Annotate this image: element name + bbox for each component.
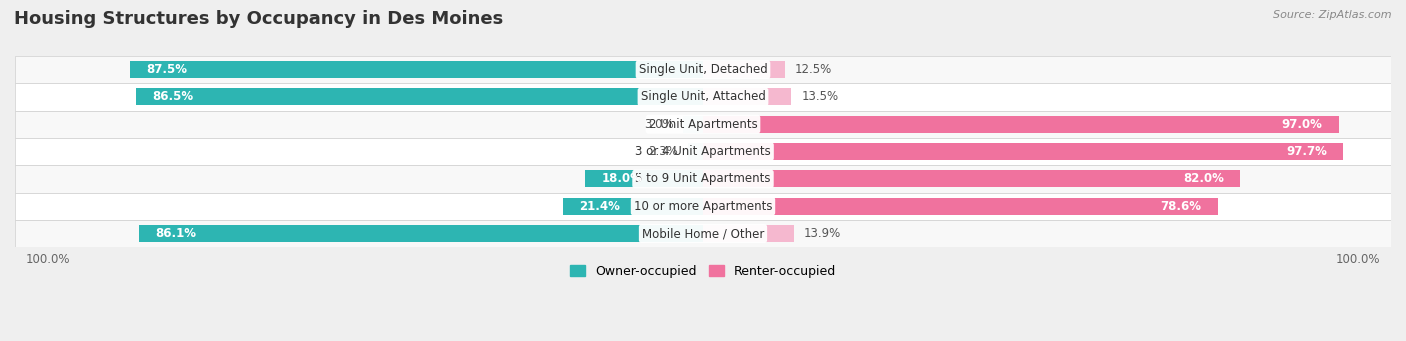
Bar [688,143,703,160]
Bar [15,138,1391,165]
Bar [139,225,703,242]
Bar [129,61,703,78]
Text: 18.0%: 18.0% [602,173,643,186]
Text: Source: ZipAtlas.com: Source: ZipAtlas.com [1274,10,1392,20]
Text: 78.6%: 78.6% [1160,200,1202,213]
Legend: Owner-occupied, Renter-occupied: Owner-occupied, Renter-occupied [565,260,841,283]
Bar [703,61,785,78]
Text: 97.0%: 97.0% [1281,118,1322,131]
Text: 12.5%: 12.5% [794,63,832,76]
Bar [15,193,1391,220]
Bar [703,143,1343,160]
Text: Mobile Home / Other: Mobile Home / Other [641,227,765,240]
Text: 10 or more Apartments: 10 or more Apartments [634,200,772,213]
Text: 87.5%: 87.5% [146,63,187,76]
Bar [15,56,1391,83]
Bar [703,116,1339,133]
Text: 86.5%: 86.5% [153,90,194,103]
Bar [683,116,703,133]
Bar [562,198,703,215]
Bar [15,220,1391,247]
Text: 86.1%: 86.1% [155,227,197,240]
Bar [15,83,1391,110]
Bar [15,110,1391,138]
Bar [15,165,1391,193]
Text: 3 or 4 Unit Apartments: 3 or 4 Unit Apartments [636,145,770,158]
Bar [703,88,792,105]
Text: 2.3%: 2.3% [648,145,678,158]
Bar [703,170,1240,187]
Text: 2 Unit Apartments: 2 Unit Apartments [648,118,758,131]
Text: 3.0%: 3.0% [644,118,673,131]
Bar [703,225,794,242]
Text: 21.4%: 21.4% [579,200,620,213]
Text: 82.0%: 82.0% [1182,173,1223,186]
Text: 5 to 9 Unit Apartments: 5 to 9 Unit Apartments [636,173,770,186]
Text: 97.7%: 97.7% [1286,145,1327,158]
Bar [703,198,1218,215]
Bar [585,170,703,187]
Text: 13.5%: 13.5% [801,90,838,103]
Text: Single Unit, Attached: Single Unit, Attached [641,90,765,103]
Bar [136,88,703,105]
Text: Housing Structures by Occupancy in Des Moines: Housing Structures by Occupancy in Des M… [14,10,503,28]
Text: Single Unit, Detached: Single Unit, Detached [638,63,768,76]
Text: 13.9%: 13.9% [804,227,841,240]
